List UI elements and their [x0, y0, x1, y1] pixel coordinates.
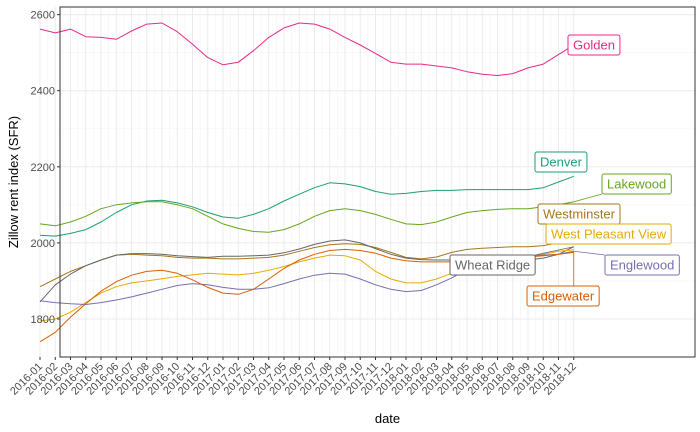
series-label-text: Golden	[573, 38, 615, 53]
series-label-box	[449, 254, 536, 276]
series-label-text: Englewood	[610, 258, 674, 273]
series-label-west-pleasant-view: West Pleasant View	[545, 223, 672, 245]
series-line-golden	[39, 22, 575, 76]
series-label-box	[526, 285, 600, 307]
x-axis-ticks: 2016-012016-022016-032016-042016-052016-…	[8, 357, 579, 398]
y-axis-ticks: 1800 2000 2200 2400 2600	[31, 10, 60, 326]
series-label-leader	[535, 246, 574, 256]
series-label-box	[604, 254, 680, 276]
series-label-box	[601, 173, 672, 195]
y-axis-title: Zillow rent index (SFR)	[6, 116, 21, 248]
series-label-box	[567, 34, 621, 56]
series-label-text: West Pleasant View	[551, 227, 667, 242]
series-label-text: Wheat Ridge	[455, 258, 530, 273]
series-label-box	[545, 223, 672, 245]
y-tick-label: 2600	[31, 10, 55, 22]
series-label-wheat-ridge: Wheat Ridge	[449, 246, 574, 276]
series-label-englewood: Englewood	[573, 250, 680, 276]
x-axis-title: date	[375, 411, 400, 426]
series-label-text: Denver	[540, 155, 583, 170]
y-tick-label: 2400	[31, 86, 55, 98]
series-label-text: Edgewater	[532, 289, 595, 304]
y-tick-label: 2200	[31, 162, 55, 174]
series-label-denver: Denver	[534, 151, 588, 173]
series-label-lakewood: Lakewood	[573, 173, 672, 203]
series-label-edgewater: Edgewater	[526, 252, 600, 307]
series-line-denver	[39, 175, 574, 237]
series-label-text: Westminster	[543, 207, 616, 222]
series-label-leader	[573, 193, 603, 203]
plot-panel-border	[59, 6, 696, 358]
series-line-lakewood	[39, 201, 574, 233]
series-line-westminster	[39, 239, 574, 288]
y-tick-label: 1800	[31, 314, 55, 326]
plot-panel	[60, 7, 695, 357]
series-labels: Golden Denver Lakewood Westminster West Plea…	[449, 34, 680, 307]
series-label-golden: Golden	[567, 34, 621, 56]
series-label-text: Lakewood	[607, 177, 666, 192]
series-label-leader	[573, 250, 606, 256]
y-tick-label: 2000	[31, 238, 55, 250]
series-label-box	[534, 151, 588, 173]
series-lines	[39, 22, 575, 343]
